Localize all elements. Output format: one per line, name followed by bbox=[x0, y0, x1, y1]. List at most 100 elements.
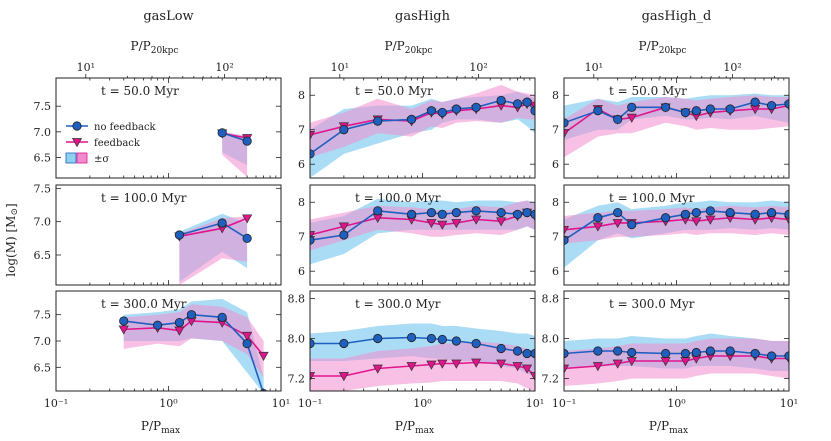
y-tick-label: 6 bbox=[298, 265, 305, 278]
no-feedback-point bbox=[766, 207, 777, 218]
no-feedback-point bbox=[750, 209, 760, 219]
no-feedback-point bbox=[437, 107, 447, 118]
bottom-axis-label: P/Pmax bbox=[141, 419, 180, 436]
no-feedback-point bbox=[426, 106, 437, 116]
feedback-point bbox=[612, 359, 623, 369]
legend-no-feedback-band bbox=[65, 152, 77, 164]
feedback-point bbox=[406, 362, 417, 372]
no-feedback-point bbox=[512, 209, 523, 219]
y-tick-label: 7 bbox=[298, 231, 305, 244]
feedback-point bbox=[338, 372, 349, 382]
feedback-point bbox=[258, 351, 269, 361]
panel-gasHigh-row1 bbox=[310, 198, 535, 265]
no-feedback-point bbox=[471, 102, 481, 112]
legend-feedback-band bbox=[76, 152, 88, 164]
no-feedback-point bbox=[373, 206, 383, 216]
no-feedback-point bbox=[593, 346, 603, 356]
x-tick-label: 10⁻¹ bbox=[298, 397, 322, 410]
feedback-point bbox=[471, 358, 482, 368]
no-feedback-point bbox=[691, 106, 701, 116]
no-feedback-point bbox=[242, 136, 252, 146]
no-feedback-point bbox=[451, 207, 461, 218]
feedback-point bbox=[626, 357, 637, 367]
no-feedback-point bbox=[766, 100, 777, 111]
feedback-sigma-band bbox=[179, 216, 248, 285]
no-feedback-point bbox=[174, 317, 185, 328]
no-feedback-point bbox=[406, 114, 417, 124]
column-title: gasLow bbox=[143, 9, 193, 24]
no-feedback-point bbox=[496, 343, 506, 354]
feedback-point bbox=[451, 219, 462, 229]
no-feedback-point bbox=[242, 233, 252, 243]
y-tick-label: 8.0 bbox=[542, 333, 560, 346]
no-feedback-point bbox=[522, 348, 532, 359]
y-tick-label: 8 bbox=[552, 196, 559, 209]
y-tick-label: 8 bbox=[298, 89, 305, 102]
no-feedback-point bbox=[437, 209, 447, 219]
feedback-point bbox=[496, 359, 507, 369]
no-feedback-point bbox=[613, 207, 623, 218]
no-feedback-point bbox=[310, 235, 315, 245]
top-axis-label: P/P20kpc bbox=[385, 39, 433, 56]
x-tick-label: 10¹ bbox=[526, 397, 544, 410]
bottom-axis-label: P/Pmax bbox=[649, 419, 688, 436]
feedback-point bbox=[512, 362, 523, 372]
no-feedback-point bbox=[750, 348, 760, 359]
no-feedback-point bbox=[627, 347, 637, 358]
y-tick-label: 7.2 bbox=[288, 373, 306, 386]
feedback-point bbox=[592, 362, 603, 372]
no-feedback-point bbox=[613, 114, 623, 124]
no-feedback-point bbox=[627, 220, 637, 230]
no-feedback-point bbox=[613, 346, 623, 356]
no-feedback-point bbox=[471, 206, 481, 216]
no-feedback-point bbox=[426, 333, 437, 344]
no-feedback-point bbox=[564, 118, 569, 128]
time-label: t = 100.0 Myr bbox=[355, 191, 441, 205]
feedback-point bbox=[310, 131, 316, 141]
y-tick-label: 8.8 bbox=[542, 293, 560, 306]
panel-gasHigh-row0 bbox=[310, 84, 535, 178]
y-tick-label: 8 bbox=[552, 89, 559, 102]
feedback-point bbox=[242, 214, 253, 224]
y-tick-label: 6 bbox=[298, 158, 305, 171]
y-tick-label: 7.5 bbox=[34, 100, 52, 113]
y-axis-label: log(M) [M⊙] bbox=[4, 203, 20, 276]
no-feedback-point bbox=[725, 207, 735, 218]
feedback-point bbox=[471, 215, 482, 225]
top-axis-label: P/P20kpc bbox=[639, 39, 687, 56]
no-feedback-point bbox=[680, 348, 691, 359]
no-feedback-point bbox=[705, 104, 715, 114]
y-tick-label: 7 bbox=[552, 124, 559, 137]
column-title: gasHigh bbox=[395, 9, 451, 24]
no-feedback-point bbox=[406, 209, 417, 219]
time-label: t = 300.0 Myr bbox=[101, 297, 187, 311]
no-feedback-point bbox=[680, 107, 691, 118]
feedback-point bbox=[691, 217, 702, 227]
feedback-point bbox=[612, 219, 623, 229]
no-feedback-point bbox=[593, 213, 603, 223]
no-feedback-point bbox=[426, 207, 437, 218]
legend-no-feedback-label: no feedback bbox=[94, 122, 157, 133]
feedback-point bbox=[705, 215, 716, 225]
no-feedback-point bbox=[512, 346, 523, 356]
panel-gasLow-row0 bbox=[217, 128, 253, 177]
x-tick-label: 10⁻¹ bbox=[44, 397, 68, 410]
feedback-point bbox=[496, 217, 507, 227]
y-tick-label: 8.8 bbox=[288, 293, 306, 306]
column-title: gasHigh_d bbox=[642, 9, 712, 24]
y-tick-label: 8.0 bbox=[288, 333, 306, 346]
y-tick-label: 6 bbox=[552, 158, 559, 171]
no-feedback-point bbox=[217, 312, 227, 322]
no-feedback-point bbox=[512, 99, 523, 109]
y-tick-label: 8 bbox=[298, 196, 305, 209]
y-tick-label: 6 bbox=[552, 265, 559, 278]
feedback-point bbox=[372, 364, 383, 374]
no-feedback-point bbox=[119, 316, 129, 326]
feedback-point bbox=[564, 225, 570, 236]
no-feedback-point bbox=[691, 207, 701, 218]
feedback-point bbox=[451, 359, 462, 369]
no-feedback-point bbox=[339, 338, 349, 349]
x-tick-label: 10⁻¹ bbox=[552, 397, 576, 410]
y-tick-label: 7.5 bbox=[34, 182, 52, 195]
x-tick-label: 10⁰ bbox=[667, 397, 686, 410]
